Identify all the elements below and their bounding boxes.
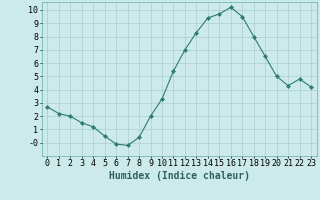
X-axis label: Humidex (Indice chaleur): Humidex (Indice chaleur) xyxy=(109,171,250,181)
